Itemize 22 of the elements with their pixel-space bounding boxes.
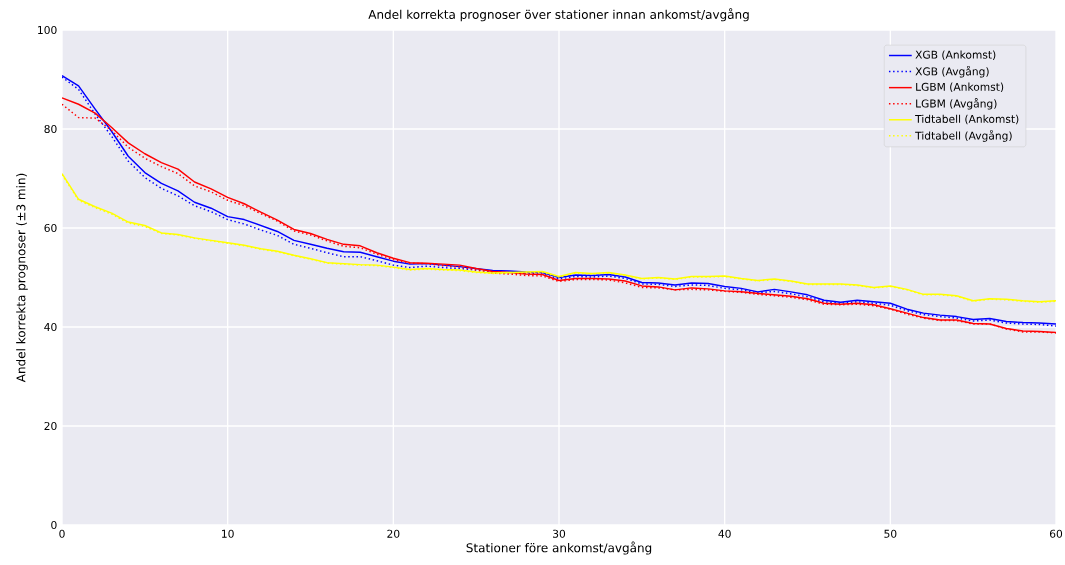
x-tick-label: 20 — [387, 529, 400, 538]
y-tick-label: 80 — [44, 124, 57, 134]
x-tick-label: 10 — [222, 529, 234, 538]
y-tick-label: 60 — [44, 223, 57, 233]
legend-label: LGBM (Avgång) — [916, 98, 997, 110]
x-tick-label: 30 — [553, 529, 566, 538]
x-axis-title: Stationer före ankomst/avgång — [466, 541, 652, 555]
x-tick-label: 60 — [1049, 529, 1063, 538]
legend-label: Tidtabell (Ankomst) — [915, 114, 1019, 125]
legend-label: XGB (Avgång) — [915, 65, 989, 78]
legend-label: Tidtabell (Avgång) — [915, 130, 1012, 142]
legend-label: LGBM (Ankomst) — [916, 82, 1004, 93]
y-tick-label: 20 — [44, 421, 57, 431]
x-tick-label: 0 — [59, 529, 65, 538]
x-tick-label: 40 — [718, 529, 731, 538]
legend-label: XGB (Ankomst) — [915, 50, 996, 60]
y-tick-label: 0 — [51, 520, 57, 530]
y-tick-label: 40 — [44, 322, 57, 332]
chart-title: Andel korrekta prognoser över stationer innan ankomst/avgång — [368, 8, 749, 22]
y-tick-label: 100 — [38, 25, 57, 35]
x-tick-label: 50 — [884, 529, 897, 538]
y-axis-title: Andel korrekta prognoser (±3 min) — [16, 173, 28, 383]
